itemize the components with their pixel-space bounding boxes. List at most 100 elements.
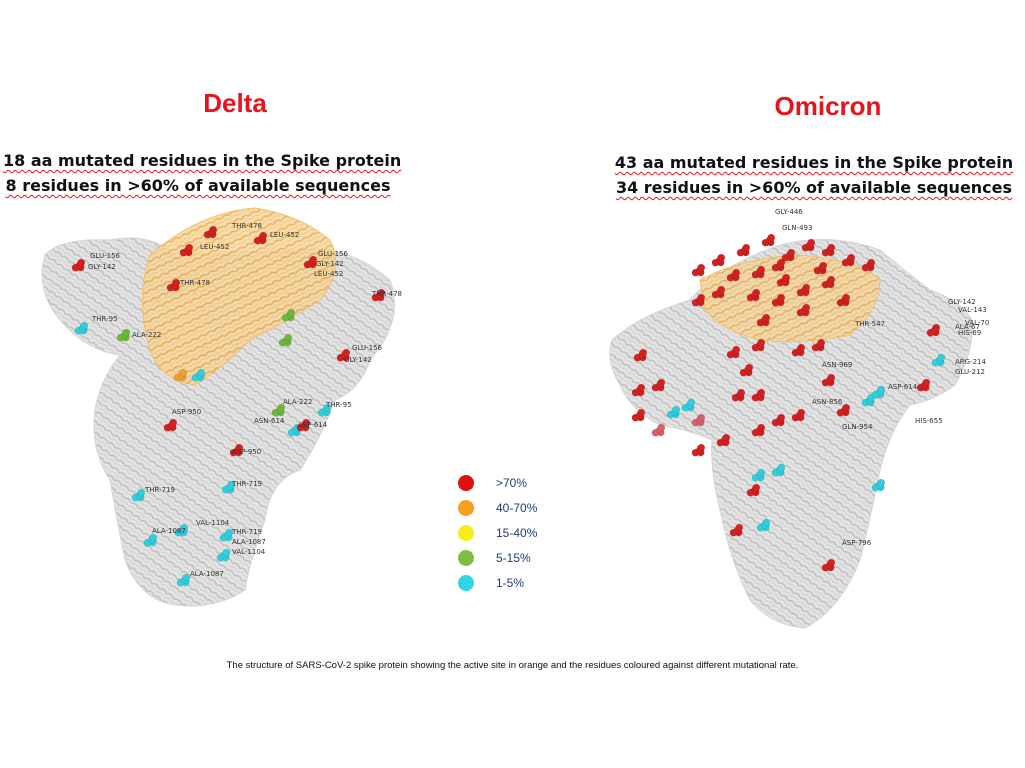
residue-sphere xyxy=(697,443,706,452)
residue-label: THR-478 xyxy=(232,222,263,230)
residue-sphere xyxy=(735,523,744,532)
residue-label: ASN-856 xyxy=(812,398,843,406)
residue-label: GLY-142 xyxy=(316,260,344,268)
residue-sphere xyxy=(222,548,231,557)
residue-sphere xyxy=(767,233,776,242)
residue-sphere xyxy=(284,333,293,342)
residue-label: THR-478 xyxy=(180,279,211,287)
residue-sphere xyxy=(797,343,806,352)
omicron-body xyxy=(609,239,973,629)
residue-label: ASP-796 xyxy=(842,539,872,547)
residue-sphere xyxy=(342,348,351,357)
residue-label: GLU-156 xyxy=(352,344,382,352)
residue-sphere xyxy=(657,423,666,432)
residue-sphere xyxy=(847,253,856,262)
residue-label: THR-719 xyxy=(145,486,176,494)
residue-sphere xyxy=(717,253,726,262)
residue-sphere xyxy=(819,261,828,270)
residue-sphere xyxy=(137,488,146,497)
residue-sphere xyxy=(827,373,836,382)
residue-sphere xyxy=(309,255,318,264)
residue-sphere xyxy=(937,353,946,362)
residue-sphere xyxy=(323,403,332,412)
residue-label: GLY-142 xyxy=(88,263,116,271)
residue-sphere xyxy=(182,573,191,582)
residue-sphere xyxy=(639,348,648,357)
legend-swatch xyxy=(458,550,474,566)
residue-label: THR-719 xyxy=(232,528,263,536)
residue-label: LEU-452 xyxy=(200,243,230,251)
legend-swatch xyxy=(458,500,474,516)
residue-sphere xyxy=(722,433,731,442)
residue-sphere xyxy=(745,363,754,372)
residue-sphere xyxy=(757,423,766,432)
residue-label: THR-547 xyxy=(855,320,886,328)
residue-label: ALA-1087 xyxy=(190,570,224,578)
residue-sphere xyxy=(172,278,181,287)
residue-sphere xyxy=(179,368,188,377)
residue-sphere xyxy=(687,398,696,407)
delta-subtitle-2: 8 residues in >60% of available sequence… xyxy=(5,176,391,195)
delta-subtitle-1: 18 aa mutated residues in the Spike prot… xyxy=(3,151,402,170)
residue-label: VAL-143 xyxy=(958,306,987,314)
residue-spheres xyxy=(71,225,946,587)
residue-sphere xyxy=(877,478,886,487)
residue-sphere xyxy=(827,558,836,567)
residue-label: HIS-69 xyxy=(958,329,982,337)
residue-sphere xyxy=(777,413,786,422)
delta-title: Delta xyxy=(203,88,267,118)
residue-sphere xyxy=(782,273,791,282)
residue-sphere xyxy=(922,378,931,387)
residue-label: ASN-614 xyxy=(254,417,285,425)
residue-label: GLY-142 xyxy=(948,298,976,306)
residue-sphere xyxy=(817,338,826,347)
residue-sphere xyxy=(757,338,766,347)
residue-label: GLY-142 xyxy=(344,356,372,364)
residue-label: VAL-1104 xyxy=(232,548,266,556)
legend-label: 40-70% xyxy=(496,501,538,515)
legend-swatch xyxy=(458,475,474,491)
residue-sphere xyxy=(235,443,244,452)
residue-sphere xyxy=(827,243,836,252)
residue-label: ALA-222 xyxy=(132,331,162,339)
residue-sphere xyxy=(180,523,189,532)
residue-sphere xyxy=(149,533,158,542)
residue-sphere xyxy=(802,283,811,292)
residue-sphere xyxy=(867,258,876,267)
residue-label: ASP-950 xyxy=(172,408,202,416)
residue-label: ALA-222 xyxy=(283,398,313,406)
residue-label: GLU-156 xyxy=(318,250,348,258)
residue-label: GLN-493 xyxy=(782,224,813,232)
residue-sphere xyxy=(807,238,816,247)
residue-sphere xyxy=(877,385,886,394)
residue-sphere xyxy=(757,265,766,274)
residue-sphere xyxy=(197,368,206,377)
residue-label: ASN-969 xyxy=(822,361,853,369)
legend-swatch xyxy=(458,575,474,591)
residue-sphere xyxy=(697,293,706,302)
residue-label: THR-478 xyxy=(372,290,403,298)
residue-label: VAL-70 xyxy=(965,319,990,327)
residue-label: GLY-446 xyxy=(775,208,803,216)
residue-sphere xyxy=(737,388,746,397)
legend-swatch xyxy=(458,525,474,541)
residue-sphere xyxy=(797,408,806,417)
residue-label: ALA-67 xyxy=(955,323,980,331)
residue-label: GLN-954 xyxy=(842,423,873,431)
residue-sphere xyxy=(80,321,89,330)
residue-sphere xyxy=(802,303,811,312)
legend-label: >70% xyxy=(496,476,528,490)
residue-sphere xyxy=(717,285,726,294)
residue-label: THR-95 xyxy=(326,401,352,409)
residue-label: THR-719 xyxy=(232,480,263,488)
residue-sphere xyxy=(697,413,706,422)
residue-sphere xyxy=(169,418,178,427)
legend-label: 1-5% xyxy=(496,576,525,590)
residue-label: ARG-214 xyxy=(955,358,986,366)
residue-sphere xyxy=(757,468,766,477)
residue-sphere xyxy=(732,268,741,277)
residue-sphere xyxy=(657,378,666,387)
residue-label: GLU-212 xyxy=(955,368,985,376)
residue-label: THR-95 xyxy=(92,315,118,323)
